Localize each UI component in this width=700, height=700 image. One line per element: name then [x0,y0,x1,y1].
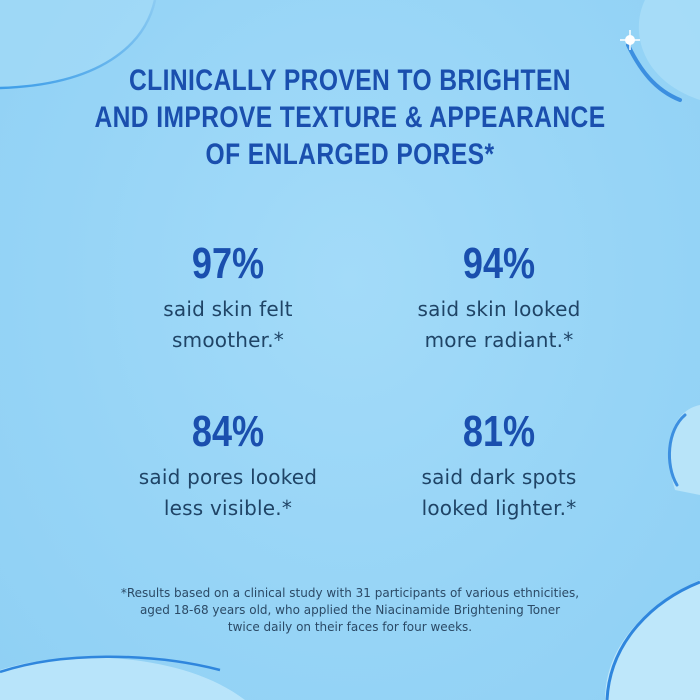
stat-description: said pores looked less visible.* [98,462,358,524]
stat-value: 94% [462,239,536,288]
title-line: OF ENLARGED PORES* [205,138,495,171]
stat-description-line: said skin looked [417,297,581,321]
stat-description: said skin looked more radiant.* [369,294,629,356]
title-line: AND IMPROVE TEXTURE & APPEARANCE [94,101,606,134]
stat-description-line: more radiant.* [424,328,574,352]
footnote-line: *Results based on a clinical study with … [120,586,580,600]
stat-value: 84% [191,407,265,456]
stat-description: said dark spots looked lighter.* [369,462,629,524]
stat-description-line: looked lighter.* [421,496,577,520]
stat-radiant: 94% said skin looked more radiant.* [369,240,629,356]
footnote-line: aged 18-68 years old, who applied the Ni… [139,603,561,617]
stat-value: 97% [191,239,265,288]
stat-pores: 84% said pores looked less visible.* [98,408,358,524]
stat-description: said skin felt smoother.* [98,294,358,356]
stat-dark-spots: 81% said dark spots looked lighter.* [369,408,629,524]
stat-description-line: said skin felt [163,297,293,321]
stat-description-line: less visible.* [163,496,293,520]
stat-value: 81% [462,407,536,456]
stat-description-line: smoother.* [172,328,284,352]
title-line: CLINICALLY PROVEN TO BRIGHTEN [128,64,571,97]
footnote-line: twice daily on their faces for four week… [227,620,473,634]
page-title: CLINICALLY PROVEN TO BRIGHTEN AND IMPROV… [63,62,637,173]
stat-smoother: 97% said skin felt smoother.* [98,240,358,356]
stat-description-line: said dark spots [421,465,577,489]
stat-description-line: said pores looked [138,465,318,489]
disclaimer-footnote: *Results based on a clinical study with … [0,585,700,636]
